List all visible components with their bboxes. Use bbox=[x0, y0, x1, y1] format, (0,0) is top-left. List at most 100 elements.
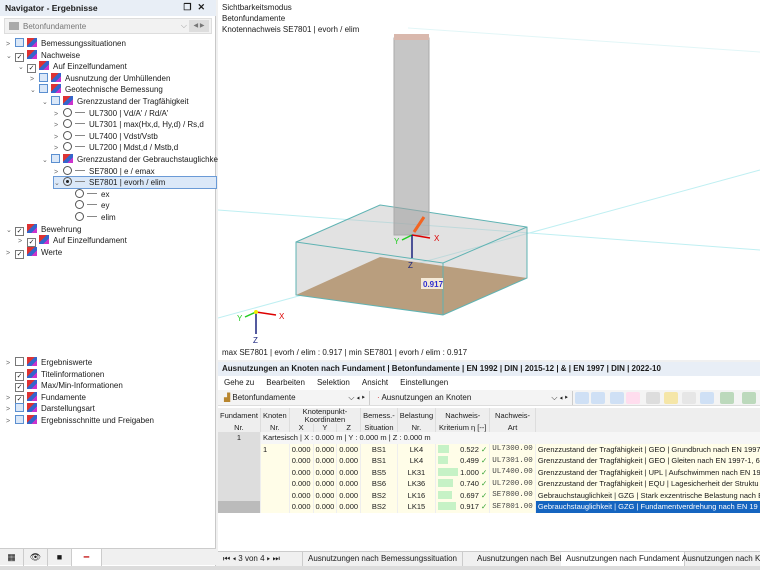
checkbox[interactable]: ✓ bbox=[27, 238, 36, 248]
checkbox[interactable] bbox=[51, 96, 60, 105]
tree-item[interactable]: > ✓ Auf Einzelfundament bbox=[18, 235, 127, 248]
prev-next-buttons[interactable]: ◀ ▶ bbox=[189, 20, 209, 32]
expand-icon[interactable]: > bbox=[54, 168, 59, 176]
expand-icon[interactable]: ⌄ bbox=[6, 52, 12, 60]
expand-icon[interactable]: > bbox=[6, 249, 11, 257]
expand-icon[interactable]: ⌄ bbox=[54, 180, 60, 188]
chevron-down-icon[interactable]: ⌵ bbox=[180, 21, 187, 30]
menu-bearbeiten[interactable]: Bearbeiten bbox=[266, 378, 305, 387]
expand-icon[interactable]: > bbox=[6, 360, 11, 367]
tree-item[interactable]: > ✓ Werte bbox=[6, 246, 62, 259]
radio-button[interactable] bbox=[75, 200, 84, 210]
tree-item[interactable]: ey bbox=[66, 200, 109, 211]
expand-icon[interactable]: > bbox=[6, 41, 11, 48]
expand-icon[interactable]: ⌄ bbox=[42, 157, 48, 164]
filter-off-icon[interactable] bbox=[682, 392, 696, 404]
table-icon[interactable] bbox=[646, 392, 660, 404]
checkbox[interactable] bbox=[15, 38, 24, 47]
expand-icon[interactable]: > bbox=[30, 75, 35, 83]
tree-item[interactable]: > Ausnutzung der Umhüllenden bbox=[30, 72, 170, 84]
tree-item[interactable]: elim bbox=[66, 212, 116, 223]
tree-item[interactable]: ⌄ ✓ Nachweise bbox=[6, 49, 80, 62]
radio-button[interactable] bbox=[63, 142, 72, 152]
select-reverse-icon[interactable] bbox=[591, 392, 605, 404]
checkbox[interactable] bbox=[15, 415, 24, 424]
menu-gehe-zu[interactable]: Gehe zu bbox=[224, 378, 255, 387]
tree-item[interactable]: > Bemessungssituationen bbox=[6, 38, 126, 49]
expand-icon[interactable]: > bbox=[6, 394, 11, 402]
tab-fundament[interactable]: Ausnutzungen nach Fundament bbox=[561, 552, 686, 567]
radio-button[interactable] bbox=[63, 107, 72, 117]
filter-icon[interactable] bbox=[664, 392, 678, 404]
table-row[interactable]: 0.000 0.000 0.000 BS6 LK36 0.740 ✓ UL7200.00 Gr… bbox=[218, 478, 760, 490]
expand-icon[interactable]: ⌄ bbox=[18, 64, 24, 72]
tree-item[interactable]: > ✓ Fundamente bbox=[6, 391, 86, 404]
tree-item[interactable]: ⌄ Grenzzustand der Tragfähigkeit bbox=[42, 96, 189, 107]
menu-ansicht[interactable]: Ansicht bbox=[361, 378, 389, 387]
tab-knoten[interactable]: Ausnutzungen nach Kno bbox=[677, 552, 760, 567]
radio-button[interactable] bbox=[75, 188, 84, 198]
expand-icon[interactable]: > bbox=[54, 122, 59, 130]
table-type-select[interactable]: · Ausnutzungen an Knoten ⌵ ◂ ▸ bbox=[373, 391, 573, 405]
table-row[interactable]: 0.000 0.000 0.000 BS5 LK31 1.000 ✓ UL7400.00 Gr… bbox=[218, 466, 760, 478]
row-header[interactable] bbox=[218, 443, 261, 455]
tree-item[interactable]: ✓ Titelinformationen bbox=[6, 368, 104, 381]
result-display-icon[interactable] bbox=[610, 392, 624, 404]
export-icon[interactable] bbox=[720, 392, 734, 404]
values-icon[interactable] bbox=[626, 392, 640, 404]
print-icon[interactable] bbox=[742, 392, 756, 404]
checkbox[interactable]: ✓ bbox=[15, 52, 24, 62]
float-icon[interactable]: ❐ bbox=[183, 2, 198, 12]
table-row[interactable]: 0.000 0.000 0.000 BS1 LK4 0.499 ✓ UL7301.00 Gre… bbox=[218, 455, 760, 467]
chart-icon[interactable] bbox=[700, 392, 714, 404]
expand-icon[interactable]: ⌄ bbox=[30, 87, 36, 95]
radio-button[interactable] bbox=[63, 119, 72, 129]
menu-selektion[interactable]: Selektion bbox=[316, 378, 350, 387]
select-icon[interactable] bbox=[575, 392, 589, 404]
radio-button[interactable] bbox=[63, 130, 72, 140]
radio-button[interactable] bbox=[75, 212, 84, 221]
expand-icon[interactable]: > bbox=[54, 145, 59, 153]
tree-item[interactable]: > Ergebnisschnitte und Freigaben bbox=[6, 415, 154, 426]
checkbox[interactable]: ✓ bbox=[15, 371, 24, 381]
checkbox[interactable]: ✓ bbox=[27, 64, 36, 74]
checkbox[interactable]: ✓ bbox=[15, 226, 24, 236]
row-header[interactable] bbox=[218, 466, 261, 478]
tree-item[interactable]: ex bbox=[66, 188, 109, 200]
row-header[interactable] bbox=[218, 501, 261, 513]
expand-icon[interactable]: > bbox=[6, 406, 11, 414]
checkbox[interactable] bbox=[39, 72, 48, 82]
close-icon[interactable]: ✕ bbox=[197, 2, 211, 12]
checkbox[interactable]: ✓ bbox=[15, 249, 24, 259]
table-row[interactable]: 0.000 0.000 0.000 BS2 LK15 0.917 ✓ SE7801.00 Ge… bbox=[218, 501, 760, 513]
expand-icon[interactable]: ⌄ bbox=[42, 99, 48, 106]
checkbox[interactable]: ✓ bbox=[15, 383, 24, 393]
checkbox[interactable] bbox=[15, 357, 24, 366]
expand-icon[interactable]: > bbox=[6, 418, 11, 425]
data-icon[interactable]: ▦ bbox=[0, 549, 24, 566]
tree-item[interactable]: > UL7300 | Vd/A' / Rd/A' bbox=[54, 107, 168, 119]
tree-item[interactable]: ⌄ Grenzzustand der Gebrauchstauglichkeit bbox=[42, 154, 222, 165]
tree-item[interactable]: ⌄ SE7801 | evorh / elim bbox=[53, 176, 217, 190]
tree-item[interactable]: > SE7800 | e / emax bbox=[54, 165, 155, 177]
foundation-select[interactable]: ▟ Betonfundamente ⌵ ◂ ▸ bbox=[220, 391, 370, 405]
camera-icon[interactable]: ■ bbox=[48, 549, 72, 566]
pager[interactable]: ⏮ ◂ 3 von 4 ▸ ⏭ bbox=[218, 552, 303, 567]
navigator-combo[interactable]: Betonfundamente ⌵ ◀ ▶ bbox=[4, 18, 212, 34]
tree-item[interactable]: ⌄ Geotechnische Bemessung bbox=[30, 84, 163, 95]
tree-item[interactable]: > Ergebniswerte bbox=[6, 357, 92, 368]
row-header[interactable] bbox=[218, 455, 261, 467]
row-header[interactable] bbox=[218, 489, 261, 501]
tree-item[interactable]: ⌄ ✓ Bewehrung bbox=[6, 223, 81, 236]
row-header[interactable] bbox=[218, 478, 261, 490]
table-row[interactable]: 0.000 0.000 0.000 BS2 LK16 0.697 ✓ SE7800.00 Ge… bbox=[218, 489, 760, 501]
tree-item[interactable]: > UL7400 | Vdst/Vstb bbox=[54, 130, 158, 142]
checkbox[interactable] bbox=[15, 403, 24, 413]
expand-icon[interactable]: ⌄ bbox=[6, 226, 12, 234]
checkbox[interactable] bbox=[39, 84, 48, 94]
radio-button[interactable] bbox=[63, 177, 72, 187]
expand-icon[interactable]: > bbox=[18, 238, 23, 246]
last-page-icon[interactable]: ▸ ⏭ bbox=[264, 554, 280, 563]
first-page-icon[interactable]: ⏮ ◂ bbox=[223, 554, 239, 563]
expand-icon[interactable]: > bbox=[54, 110, 59, 118]
